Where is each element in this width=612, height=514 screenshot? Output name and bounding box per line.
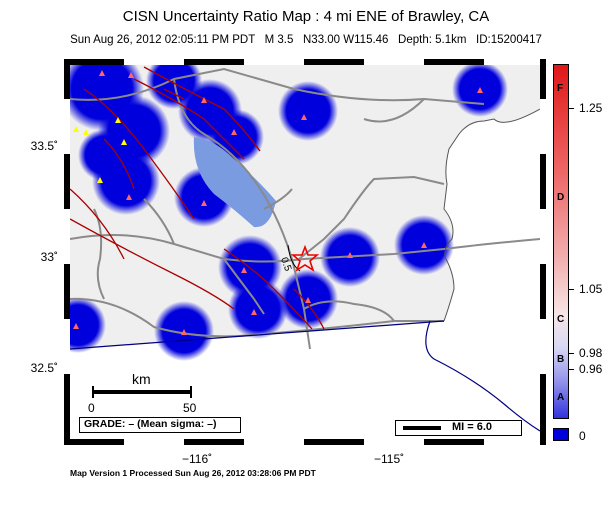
colorbar-label: 0.96 xyxy=(579,362,603,376)
mi-legend: MI = 6.0 xyxy=(395,420,522,436)
map-title: CISN Uncertainty Ratio Map : 4 mi ENE of… xyxy=(122,8,490,25)
colorbar-tick xyxy=(569,369,574,370)
colorbar xyxy=(553,64,569,419)
scale-unit: km xyxy=(132,371,151,387)
scale-end: 50 xyxy=(183,401,197,415)
colorbar-zero-swatch xyxy=(553,428,569,441)
map-footer: Map Version 1 Processed Sun Aug 26, 2012… xyxy=(70,468,316,478)
y-tick-label: 33.5˚ xyxy=(30,139,58,153)
grade-letter: A xyxy=(557,392,565,403)
y-tick-label: 32.5˚ xyxy=(30,361,58,375)
stations xyxy=(73,70,483,335)
scale-bar xyxy=(92,390,192,394)
uncertainty-map: 0.5 xyxy=(64,59,546,445)
colorbar-label: 0 xyxy=(579,429,586,443)
state-border xyxy=(443,108,540,322)
event-datetime: Sun Aug 26, 2012 02:05:11 PM PDT xyxy=(70,34,256,46)
epicenter-star-icon xyxy=(290,244,320,272)
scale-start: 0 xyxy=(88,401,95,415)
borders xyxy=(70,320,540,432)
colorbar-tick xyxy=(569,353,574,354)
x-tick-label: −116˚ xyxy=(182,452,213,466)
colorbar-label: 1.25 xyxy=(579,101,603,115)
mi-legend-label: MI = 6.0 xyxy=(452,421,493,433)
faults xyxy=(70,66,325,330)
x-tick-label: −115˚ xyxy=(374,452,405,466)
map-subtitle: Sun Aug 26, 2012 02:05:11 PM PDT M 3.5 N… xyxy=(0,34,612,46)
event-id: ID:15200417 xyxy=(476,34,542,46)
colorbar-tick xyxy=(569,289,574,290)
map-frame-ticks xyxy=(64,59,546,445)
colorbar-tick xyxy=(569,108,574,109)
land-area xyxy=(70,65,540,349)
grade-letter: D xyxy=(557,192,565,203)
roads xyxy=(70,67,540,350)
grade-letter: B xyxy=(557,354,565,365)
y-tick-label: 33˚ xyxy=(40,250,58,264)
colorbar-label: 0.98 xyxy=(579,346,603,360)
contour-label: 0.5 xyxy=(278,256,293,273)
scale-tick xyxy=(190,386,192,398)
grade-letter: C xyxy=(557,314,565,325)
grade-box: GRADE: – (Mean sigma: –) xyxy=(79,417,241,433)
scale-tick xyxy=(92,386,94,398)
event-magnitude: M 3.5 xyxy=(264,34,294,46)
grade-letter: F xyxy=(557,83,564,94)
colorbar-label: 1.05 xyxy=(579,282,603,296)
mi-legend-line xyxy=(403,426,441,430)
event-location: N33.00 W115.46 xyxy=(303,34,389,46)
salton-sea xyxy=(193,137,276,228)
event-depth: Depth: 5.1km xyxy=(398,34,467,46)
